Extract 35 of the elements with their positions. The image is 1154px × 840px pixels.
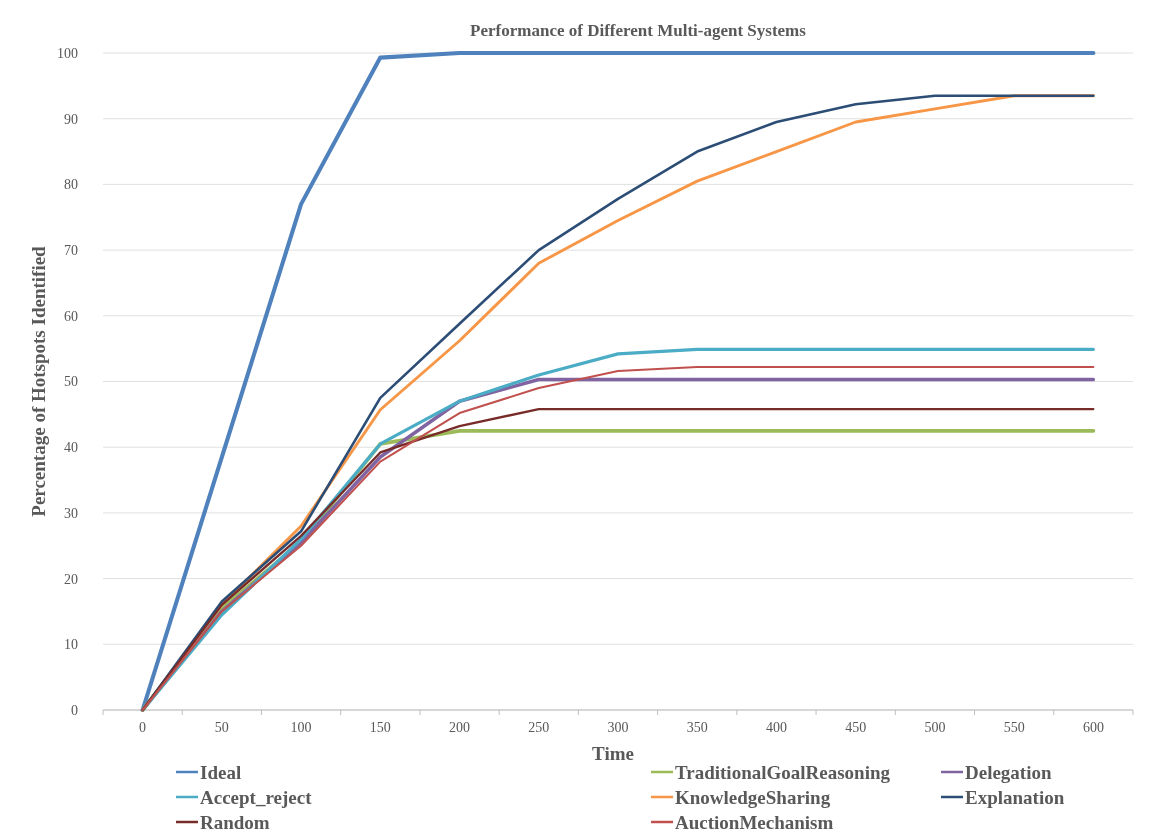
x-tick-label: 0 [139,720,147,735]
y-tick-label: 10 [64,637,78,653]
x-tick-label: 350 [686,720,708,735]
legend-label: Accept_reject [200,786,313,808]
legend-label: Explanation [965,786,1065,808]
y-tick-label: 50 [64,374,78,390]
y-tick-label: 70 [64,243,78,258]
y-tick-label: 100 [57,45,78,61]
x-axis-title: Time [592,743,634,764]
x-tick-label: 600 [1082,720,1104,735]
x-tick-label: 50 [214,720,229,735]
x-tick-label: 150 [369,720,391,735]
x-tick-label: 300 [607,720,629,735]
x-tick-label: 100 [290,720,312,735]
x-tick-label: 400 [765,720,787,735]
y-tick-label: 20 [64,571,78,587]
y-tick-label: 40 [64,440,78,456]
y-tick-label: 0 [71,702,78,718]
x-tick-label: 200 [449,720,471,735]
legend-label: Delegation [965,761,1052,783]
x-tick-label: 500 [924,720,946,735]
x-tick-label: 450 [845,720,867,735]
legend-label: AuctionMechanism [675,811,834,833]
x-tick-label: 250 [528,720,550,735]
legend-label: TraditionalGoalReasoning [675,761,891,783]
y-tick-label: 30 [64,505,78,521]
y-tick-label: 90 [64,111,78,127]
y-tick-label: 60 [64,308,78,324]
x-tick-label: 550 [1003,720,1025,735]
chart-title: Performance of Different Multi-agent Systems [470,21,807,40]
legend-label: Random [200,811,270,833]
legend-label: KnowledgeSharing [675,786,831,808]
y-tick-label: 80 [64,177,78,193]
y-axis-title: Percentage of Hotspots Identified [28,245,49,517]
legend-label: Ideal [200,761,242,783]
